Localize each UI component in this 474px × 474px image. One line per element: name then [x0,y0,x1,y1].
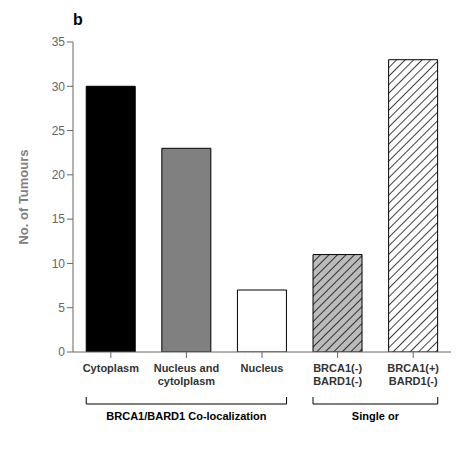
svg-text:5: 5 [58,301,65,315]
html-text:b: b [73,11,83,28]
svg-text:35: 35 [52,35,66,49]
svg-text:BRCA1(-)BARD1(-): BRCA1(-)BARD1(-) [313,362,362,387]
svg-text:Cytoplasm: Cytoplasm [83,362,139,374]
svg-text:25: 25 [52,124,66,138]
svg-text:0: 0 [58,345,65,359]
svg-text:No. of Tumours: No. of Tumours [16,149,31,244]
svg-text:BRCA1/BARD1 Co-localization: BRCA1/BARD1 Co-localization [106,410,266,422]
svg-text:Nucleus: Nucleus [241,362,284,374]
svg-text:Single or: Single or [352,410,400,422]
svg-text:30: 30 [52,80,66,94]
svg-text:BRCA1(+)BARD1(-): BRCA1(+)BARD1(-) [387,362,439,387]
svg-text:20: 20 [52,168,66,182]
svg-text:15: 15 [52,212,66,226]
svg-text:Nucleus andcytolplasm: Nucleus andcytolplasm [154,362,219,387]
svg-text:10: 10 [52,257,66,271]
